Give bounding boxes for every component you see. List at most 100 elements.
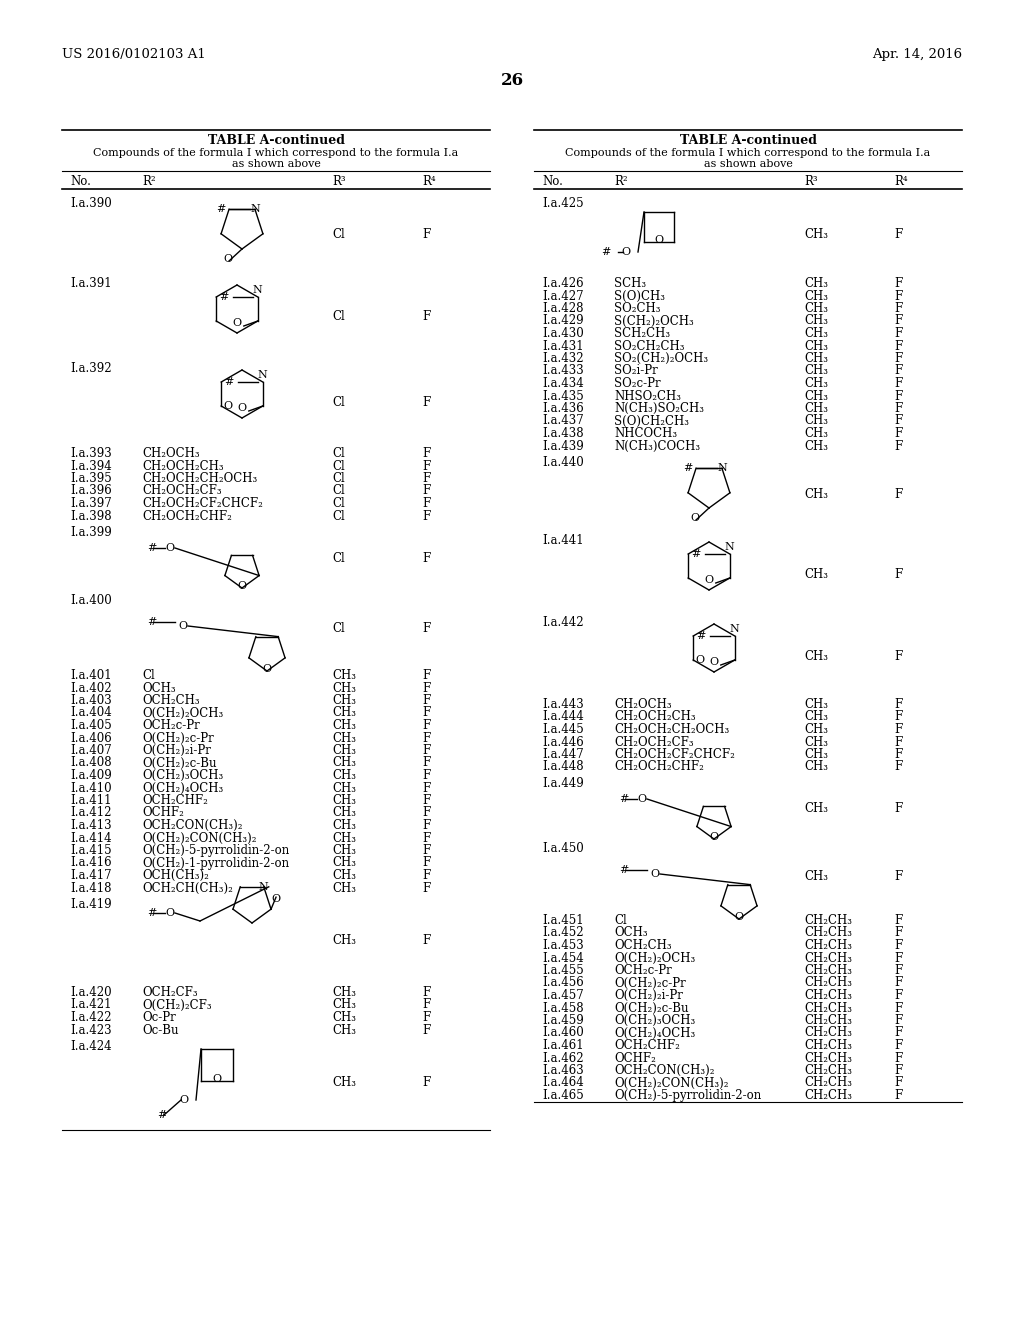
- Text: F: F: [894, 803, 902, 816]
- Text: I.a.404: I.a.404: [70, 706, 112, 719]
- Text: F: F: [422, 807, 430, 820]
- Text: N: N: [258, 370, 267, 380]
- Text: CH₂CH₃: CH₂CH₃: [804, 913, 852, 927]
- Text: O: O: [650, 869, 659, 879]
- Text: O(CH₂)₂CON(CH₃)₂: O(CH₂)₂CON(CH₃)₂: [614, 1077, 728, 1089]
- Text: CH₃: CH₃: [804, 710, 828, 723]
- Text: I.a.435: I.a.435: [542, 389, 584, 403]
- Text: F: F: [422, 843, 430, 857]
- Text: F: F: [894, 977, 902, 990]
- Text: OCHF₂: OCHF₂: [614, 1052, 656, 1064]
- Text: CH₃: CH₃: [332, 1011, 356, 1024]
- Text: O: O: [180, 1096, 189, 1105]
- Text: OCHF₂: OCHF₂: [142, 807, 184, 820]
- Text: F: F: [422, 857, 430, 870]
- Text: I.a.420: I.a.420: [70, 986, 112, 999]
- Text: CH₂CH₃: CH₂CH₃: [804, 977, 852, 990]
- Text: TABLE A-continued: TABLE A-continued: [680, 135, 816, 147]
- Text: CH₃: CH₃: [804, 378, 828, 389]
- Text: I.a.397: I.a.397: [70, 498, 112, 510]
- Text: OCH₂CF₃: OCH₂CF₃: [142, 986, 198, 999]
- Text: CH₃: CH₃: [804, 426, 828, 440]
- Text: F: F: [422, 998, 430, 1011]
- Text: F: F: [422, 795, 430, 807]
- Text: CH₃: CH₃: [804, 735, 828, 748]
- Text: N: N: [259, 882, 268, 892]
- Text: F: F: [422, 731, 430, 744]
- Text: #: #: [147, 543, 157, 553]
- Text: CH₃: CH₃: [804, 440, 828, 453]
- Text: R⁴: R⁴: [422, 176, 435, 187]
- Text: CH₃: CH₃: [804, 649, 828, 663]
- Text: CH₃: CH₃: [804, 748, 828, 762]
- Text: F: F: [894, 289, 902, 302]
- Text: I.a.437: I.a.437: [542, 414, 584, 428]
- Text: #: #: [691, 549, 700, 558]
- Text: F: F: [894, 440, 902, 453]
- Text: F: F: [894, 1077, 902, 1089]
- Text: F: F: [894, 327, 902, 341]
- Text: F: F: [894, 1039, 902, 1052]
- Text: CH₃: CH₃: [332, 1076, 356, 1089]
- Text: CH₃: CH₃: [332, 882, 356, 895]
- Text: I.a.413: I.a.413: [70, 818, 112, 832]
- Text: F: F: [422, 933, 430, 946]
- Text: CH₃: CH₃: [804, 698, 828, 711]
- Text: CH₃: CH₃: [804, 277, 828, 290]
- Text: F: F: [422, 882, 430, 895]
- Text: I.a.446: I.a.446: [542, 735, 584, 748]
- Text: Cl: Cl: [332, 459, 345, 473]
- Text: OCH₂CHF₂: OCH₂CHF₂: [614, 1039, 680, 1052]
- Text: O(CH₂)₂OCH₃: O(CH₂)₂OCH₃: [142, 706, 223, 719]
- Text: F: F: [894, 228, 902, 242]
- Text: F: F: [894, 1064, 902, 1077]
- Text: F: F: [894, 710, 902, 723]
- Text: F: F: [894, 1089, 902, 1102]
- Text: I.a.443: I.a.443: [542, 698, 584, 711]
- Text: SO₂CH₂CH₃: SO₂CH₂CH₃: [614, 339, 684, 352]
- Text: I.a.444: I.a.444: [542, 710, 584, 723]
- Text: I.a.427: I.a.427: [542, 289, 584, 302]
- Text: F: F: [422, 781, 430, 795]
- Text: I.a.431: I.a.431: [542, 339, 584, 352]
- Text: O: O: [710, 657, 719, 667]
- Text: I.a.398: I.a.398: [70, 510, 112, 523]
- Text: I.a.465: I.a.465: [542, 1089, 584, 1102]
- Text: OCH₂c-Pr: OCH₂c-Pr: [142, 719, 200, 733]
- Text: F: F: [894, 364, 902, 378]
- Text: O: O: [232, 318, 242, 327]
- Text: OCH(CH₃)₂: OCH(CH₃)₂: [142, 869, 209, 882]
- Text: F: F: [894, 760, 902, 774]
- Text: SO₂c-Pr: SO₂c-Pr: [614, 378, 660, 389]
- Text: I.a.422: I.a.422: [70, 1011, 112, 1024]
- Text: CH₃: CH₃: [804, 289, 828, 302]
- Text: I.a.460: I.a.460: [542, 1027, 584, 1040]
- Text: F: F: [894, 414, 902, 428]
- Text: Cl: Cl: [142, 669, 155, 682]
- Text: F: F: [894, 302, 902, 315]
- Text: Compounds of the formula I which correspond to the formula I.a: Compounds of the formula I which corresp…: [565, 148, 931, 158]
- Text: CH₃: CH₃: [804, 760, 828, 774]
- Text: CH₃: CH₃: [332, 1023, 356, 1036]
- Text: #: #: [696, 631, 706, 642]
- Text: I.a.399: I.a.399: [70, 525, 112, 539]
- Text: R⁴: R⁴: [894, 176, 907, 187]
- Text: 26: 26: [501, 73, 523, 88]
- Text: O(CH₂)-5-pyrrolidin-2-on: O(CH₂)-5-pyrrolidin-2-on: [142, 843, 289, 857]
- Text: F: F: [894, 1052, 902, 1064]
- Text: CH₃: CH₃: [332, 744, 356, 756]
- Text: Cl: Cl: [332, 623, 345, 635]
- Text: #: #: [216, 205, 226, 214]
- Text: CH₃: CH₃: [804, 723, 828, 737]
- Text: F: F: [422, 459, 430, 473]
- Text: CH₂CH₃: CH₂CH₃: [804, 989, 852, 1002]
- Text: F: F: [422, 869, 430, 882]
- Text: O(CH₂)₂c-Pr: O(CH₂)₂c-Pr: [142, 731, 214, 744]
- Text: OCH₃: OCH₃: [614, 927, 647, 940]
- Text: #: #: [602, 247, 611, 257]
- Text: I.a.445: I.a.445: [542, 723, 584, 737]
- Text: OCH₂CH(CH₃)₂: OCH₂CH(CH₃)₂: [142, 882, 232, 895]
- Text: CH₃: CH₃: [804, 803, 828, 816]
- Text: F: F: [422, 681, 430, 694]
- Text: F: F: [422, 310, 430, 323]
